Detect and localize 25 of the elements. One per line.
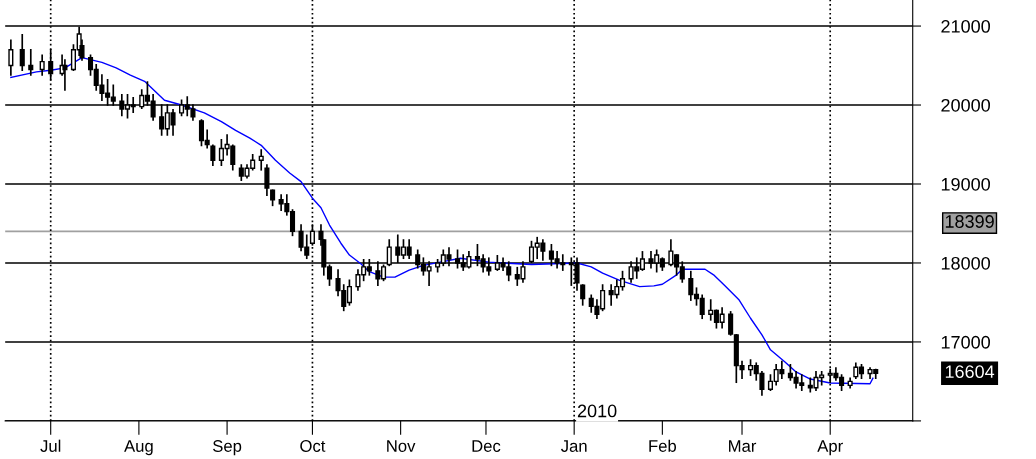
- x-tick-label: Aug: [124, 440, 153, 456]
- x-tick-label: Sep: [213, 440, 242, 456]
- ref-line-label: 18399: [945, 215, 994, 228]
- x-tick-label: Dec: [472, 440, 501, 452]
- candlestick: [258, 149, 264, 171]
- x-tick-label: Jul: [40, 439, 61, 452]
- candlestick: [39, 54, 45, 76]
- x-tick-label: Mar: [729, 440, 757, 452]
- x-tick-label: Feb: [649, 439, 677, 452]
- y-tick-label: 19000: [941, 177, 990, 191]
- x-tick-label: Jan: [560, 440, 587, 452]
- y-tick-label: 18000: [941, 256, 990, 270]
- y-tick-label: 21000: [941, 19, 990, 33]
- candlestick: [8, 39, 14, 76]
- annotation: 2010: [577, 404, 617, 418]
- candlestick: [19, 33, 25, 72]
- candlestick: [210, 144, 216, 166]
- y-tick-label: 17000: [941, 335, 990, 349]
- candlestick: [28, 48, 34, 76]
- y-tick-label: 20000: [941, 98, 990, 112]
- x-tick-label: Oct: [300, 440, 326, 452]
- x-tick-label: Apr: [817, 440, 843, 456]
- candlestick: [580, 284, 586, 306]
- x-tick-label: Nov: [387, 440, 416, 452]
- text: 16604: [945, 365, 995, 379]
